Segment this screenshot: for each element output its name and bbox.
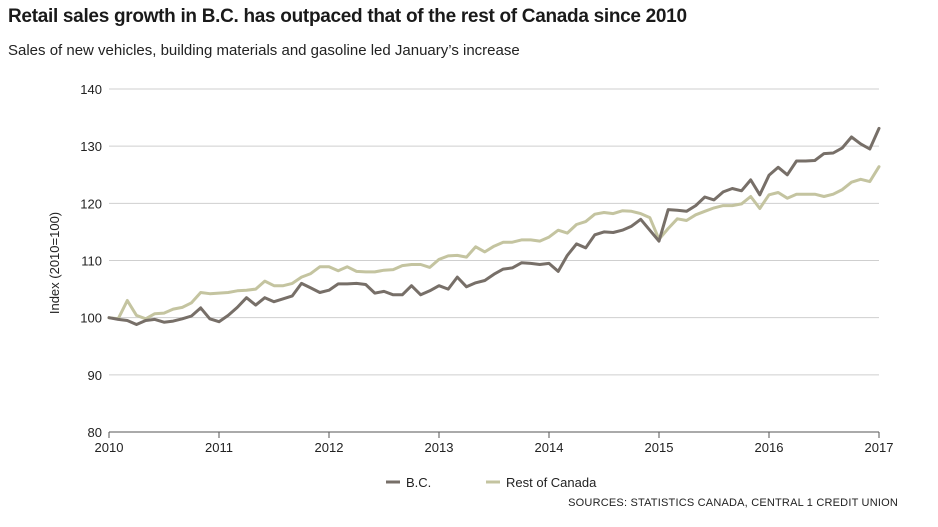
legend-item: B.C. xyxy=(386,475,431,490)
legend-label: Rest of Canada xyxy=(506,475,597,490)
x-tick-label: 2012 xyxy=(315,440,344,455)
source-note: SOURCES: STATISTICS CANADA, CENTRAL 1 CR… xyxy=(568,497,898,509)
x-tick-label: 2015 xyxy=(645,440,674,455)
x-axis-ticks: 2010 2011 2012 2013 2014 2015 2016 2017 xyxy=(95,432,894,455)
x-tick-label: 2016 xyxy=(755,440,784,455)
y-tick-label: 80 xyxy=(88,425,102,440)
gridlines xyxy=(109,88,879,376)
y-tick-label: 130 xyxy=(80,139,102,154)
x-tick-label: 2013 xyxy=(425,440,454,455)
x-tick-label: 2010 xyxy=(95,440,124,455)
y-tick-label: 140 xyxy=(80,82,102,97)
y-tick-label: 120 xyxy=(80,196,102,211)
legend: B.C. Rest of Canada xyxy=(386,475,597,490)
chart-title: Retail sales growth in B.C. has outpaced… xyxy=(8,6,687,27)
x-tick-label: 2011 xyxy=(205,440,233,455)
y-tick-label: 110 xyxy=(81,254,102,269)
series-line-bc xyxy=(107,126,881,326)
x-tick-label: 2014 xyxy=(535,440,564,455)
y-tick-label: 100 xyxy=(80,311,102,326)
chart-subtitle: Sales of new vehicles, building material… xyxy=(8,42,520,59)
series-line-rest-of-canada xyxy=(107,165,881,321)
x-tick-label: 2017 xyxy=(865,440,894,455)
series-lines xyxy=(107,126,881,326)
legend-item: Rest of Canada xyxy=(486,475,597,490)
legend-label: B.C. xyxy=(406,475,431,490)
y-tick-label: 90 xyxy=(88,368,102,383)
y-axis-label: Index (2010=100) xyxy=(47,212,62,314)
y-axis-ticks: 80 90 100 110 120 130 140 xyxy=(80,82,102,440)
